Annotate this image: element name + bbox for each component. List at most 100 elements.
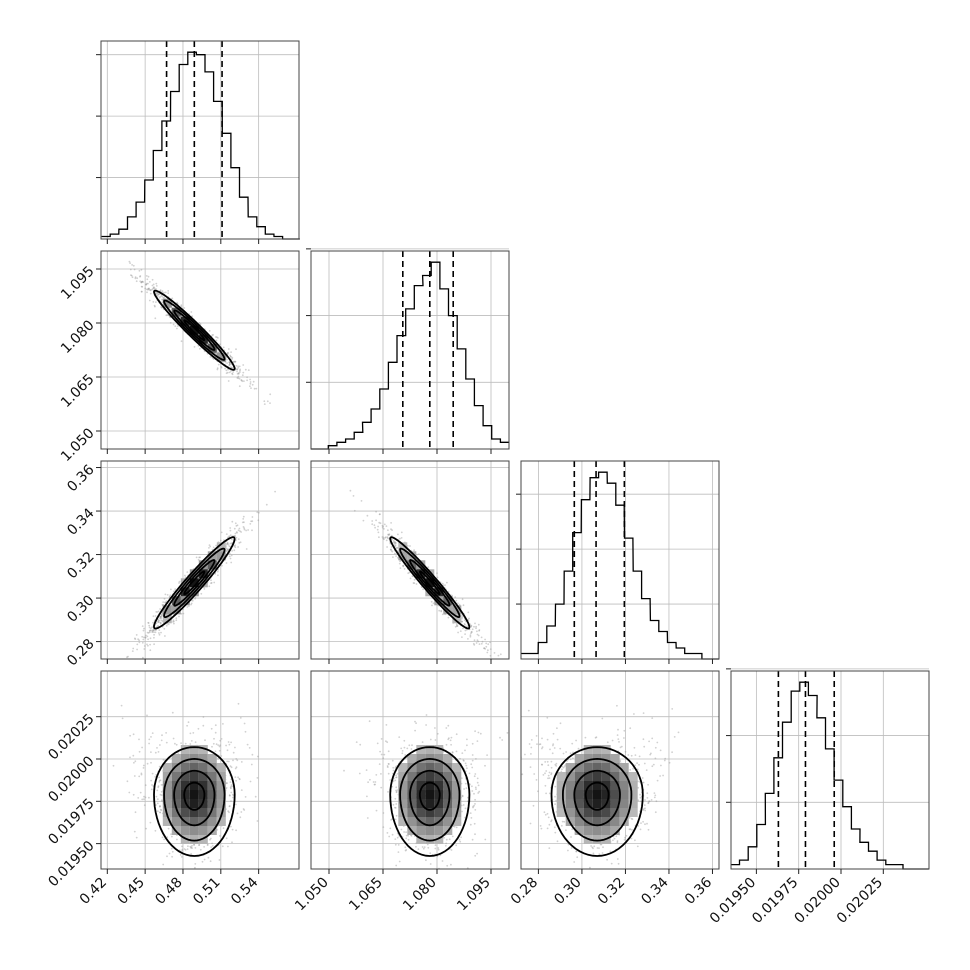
density-cell — [452, 790, 462, 799]
sample-point — [198, 844, 200, 846]
sample-point — [238, 371, 241, 373]
sample-point — [133, 830, 136, 833]
sample-point — [241, 521, 244, 524]
sample-point — [451, 835, 454, 838]
density-cell — [180, 781, 190, 790]
sample-point — [208, 330, 211, 332]
sample-point — [222, 723, 224, 725]
sample-point — [226, 362, 229, 364]
sample-point — [227, 760, 230, 763]
density-cell — [216, 763, 226, 772]
sample-point — [441, 860, 444, 862]
sample-point — [386, 741, 389, 744]
density-cell — [207, 817, 217, 826]
sample-point — [461, 636, 463, 638]
sample-point — [504, 665, 506, 667]
sample-point — [142, 281, 145, 283]
sample-point — [172, 621, 174, 623]
sample-point — [255, 387, 258, 390]
sample-point — [238, 542, 241, 544]
sample-point — [153, 633, 156, 636]
sample-point — [172, 323, 175, 326]
sample-point — [476, 852, 478, 855]
sample-point — [459, 757, 461, 760]
sample-point — [416, 553, 418, 556]
sample-point — [238, 778, 241, 781]
density-cell — [452, 614, 462, 624]
sample-point — [199, 347, 201, 350]
sample-point — [144, 796, 147, 799]
sample-point — [243, 380, 245, 382]
sample-point — [385, 740, 387, 743]
sample-point — [149, 821, 152, 824]
density-cell — [425, 799, 435, 808]
sample-point — [219, 343, 221, 346]
sample-point — [189, 743, 192, 745]
sample-point — [239, 530, 241, 532]
sample-point — [156, 625, 159, 627]
sample-point — [395, 803, 398, 805]
sample-point — [202, 716, 205, 718]
density-cell — [189, 817, 199, 826]
panel-frame — [310, 460, 510, 660]
sample-point — [242, 808, 245, 810]
sample-point — [242, 364, 245, 366]
sample-point — [474, 854, 477, 857]
sample-point — [432, 602, 435, 605]
density-cell — [207, 343, 217, 353]
sample-point — [155, 288, 158, 290]
sample-point — [471, 628, 474, 631]
sample-point — [140, 772, 143, 775]
density-cell — [189, 790, 199, 799]
sample-point — [408, 872, 410, 874]
sample-point — [455, 844, 458, 847]
sample-point — [158, 779, 161, 782]
sample-point — [382, 525, 384, 528]
sample-point — [231, 356, 234, 359]
density-cell — [189, 835, 199, 844]
sample-point — [160, 306, 163, 308]
sample-point — [222, 827, 225, 830]
sample-point — [234, 360, 237, 363]
sample-point — [202, 724, 205, 727]
sample-point — [474, 786, 477, 789]
sample-point — [225, 550, 228, 553]
sample-point — [377, 525, 379, 528]
sample-point — [183, 848, 186, 850]
sample-point — [395, 555, 397, 557]
sample-point — [462, 627, 464, 630]
sample-point — [453, 825, 456, 828]
sample-point — [156, 292, 159, 295]
sample-point — [473, 792, 475, 795]
density-cell — [434, 745, 444, 754]
sample-point — [238, 527, 241, 530]
sample-point — [455, 623, 458, 626]
sample-point — [210, 582, 212, 585]
sample-point — [160, 631, 162, 634]
sample-point — [148, 626, 151, 629]
sample-point — [226, 371, 229, 374]
sample-point — [360, 500, 363, 502]
sample-point — [251, 383, 254, 386]
sample-point — [451, 594, 453, 597]
sample-point — [451, 751, 454, 753]
sample-point — [140, 281, 143, 284]
sample-point — [236, 368, 239, 371]
sample-point — [156, 611, 159, 613]
sample-point — [390, 528, 392, 531]
sample-point — [390, 819, 392, 821]
sample-point — [212, 873, 214, 875]
sample-point — [209, 860, 212, 863]
hist-panel-p0 — [96, 40, 300, 240]
sample-point — [242, 526, 245, 528]
sample-point — [155, 282, 158, 285]
sample-point — [246, 376, 249, 379]
sample-point — [240, 811, 243, 813]
sample-point — [228, 555, 231, 558]
sample-point — [380, 753, 383, 756]
sample-point — [473, 644, 476, 646]
sample-point — [229, 542, 232, 545]
sample-point — [161, 799, 163, 802]
sample-point — [162, 863, 165, 866]
sample-point — [642, 808, 645, 810]
